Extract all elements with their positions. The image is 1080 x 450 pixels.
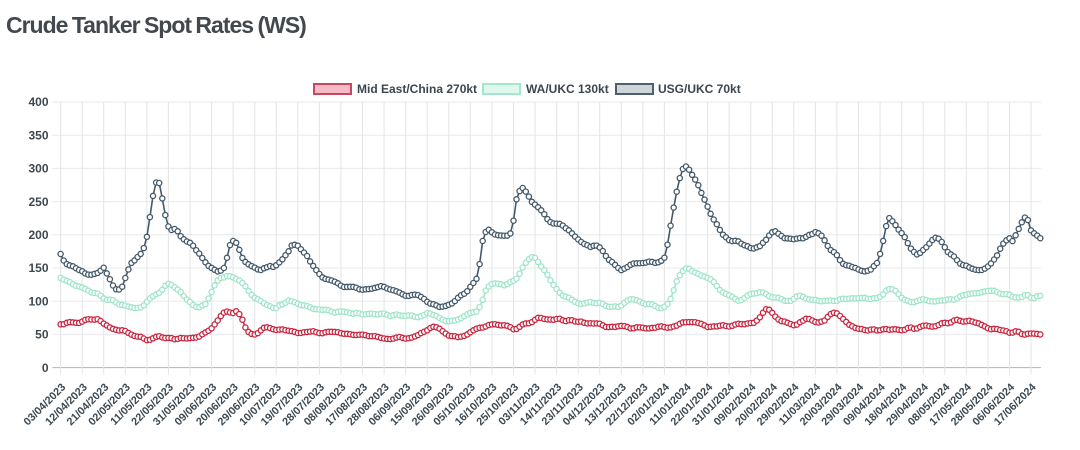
svg-text:50: 50: [35, 328, 49, 342]
svg-text:250: 250: [28, 195, 48, 209]
svg-text:100: 100: [28, 294, 48, 308]
svg-text:0: 0: [42, 361, 49, 375]
svg-text:150: 150: [28, 261, 48, 275]
svg-text:200: 200: [28, 228, 48, 242]
svg-text:300: 300: [28, 162, 48, 176]
svg-text:400: 400: [28, 95, 48, 109]
svg-text:350: 350: [28, 128, 48, 142]
